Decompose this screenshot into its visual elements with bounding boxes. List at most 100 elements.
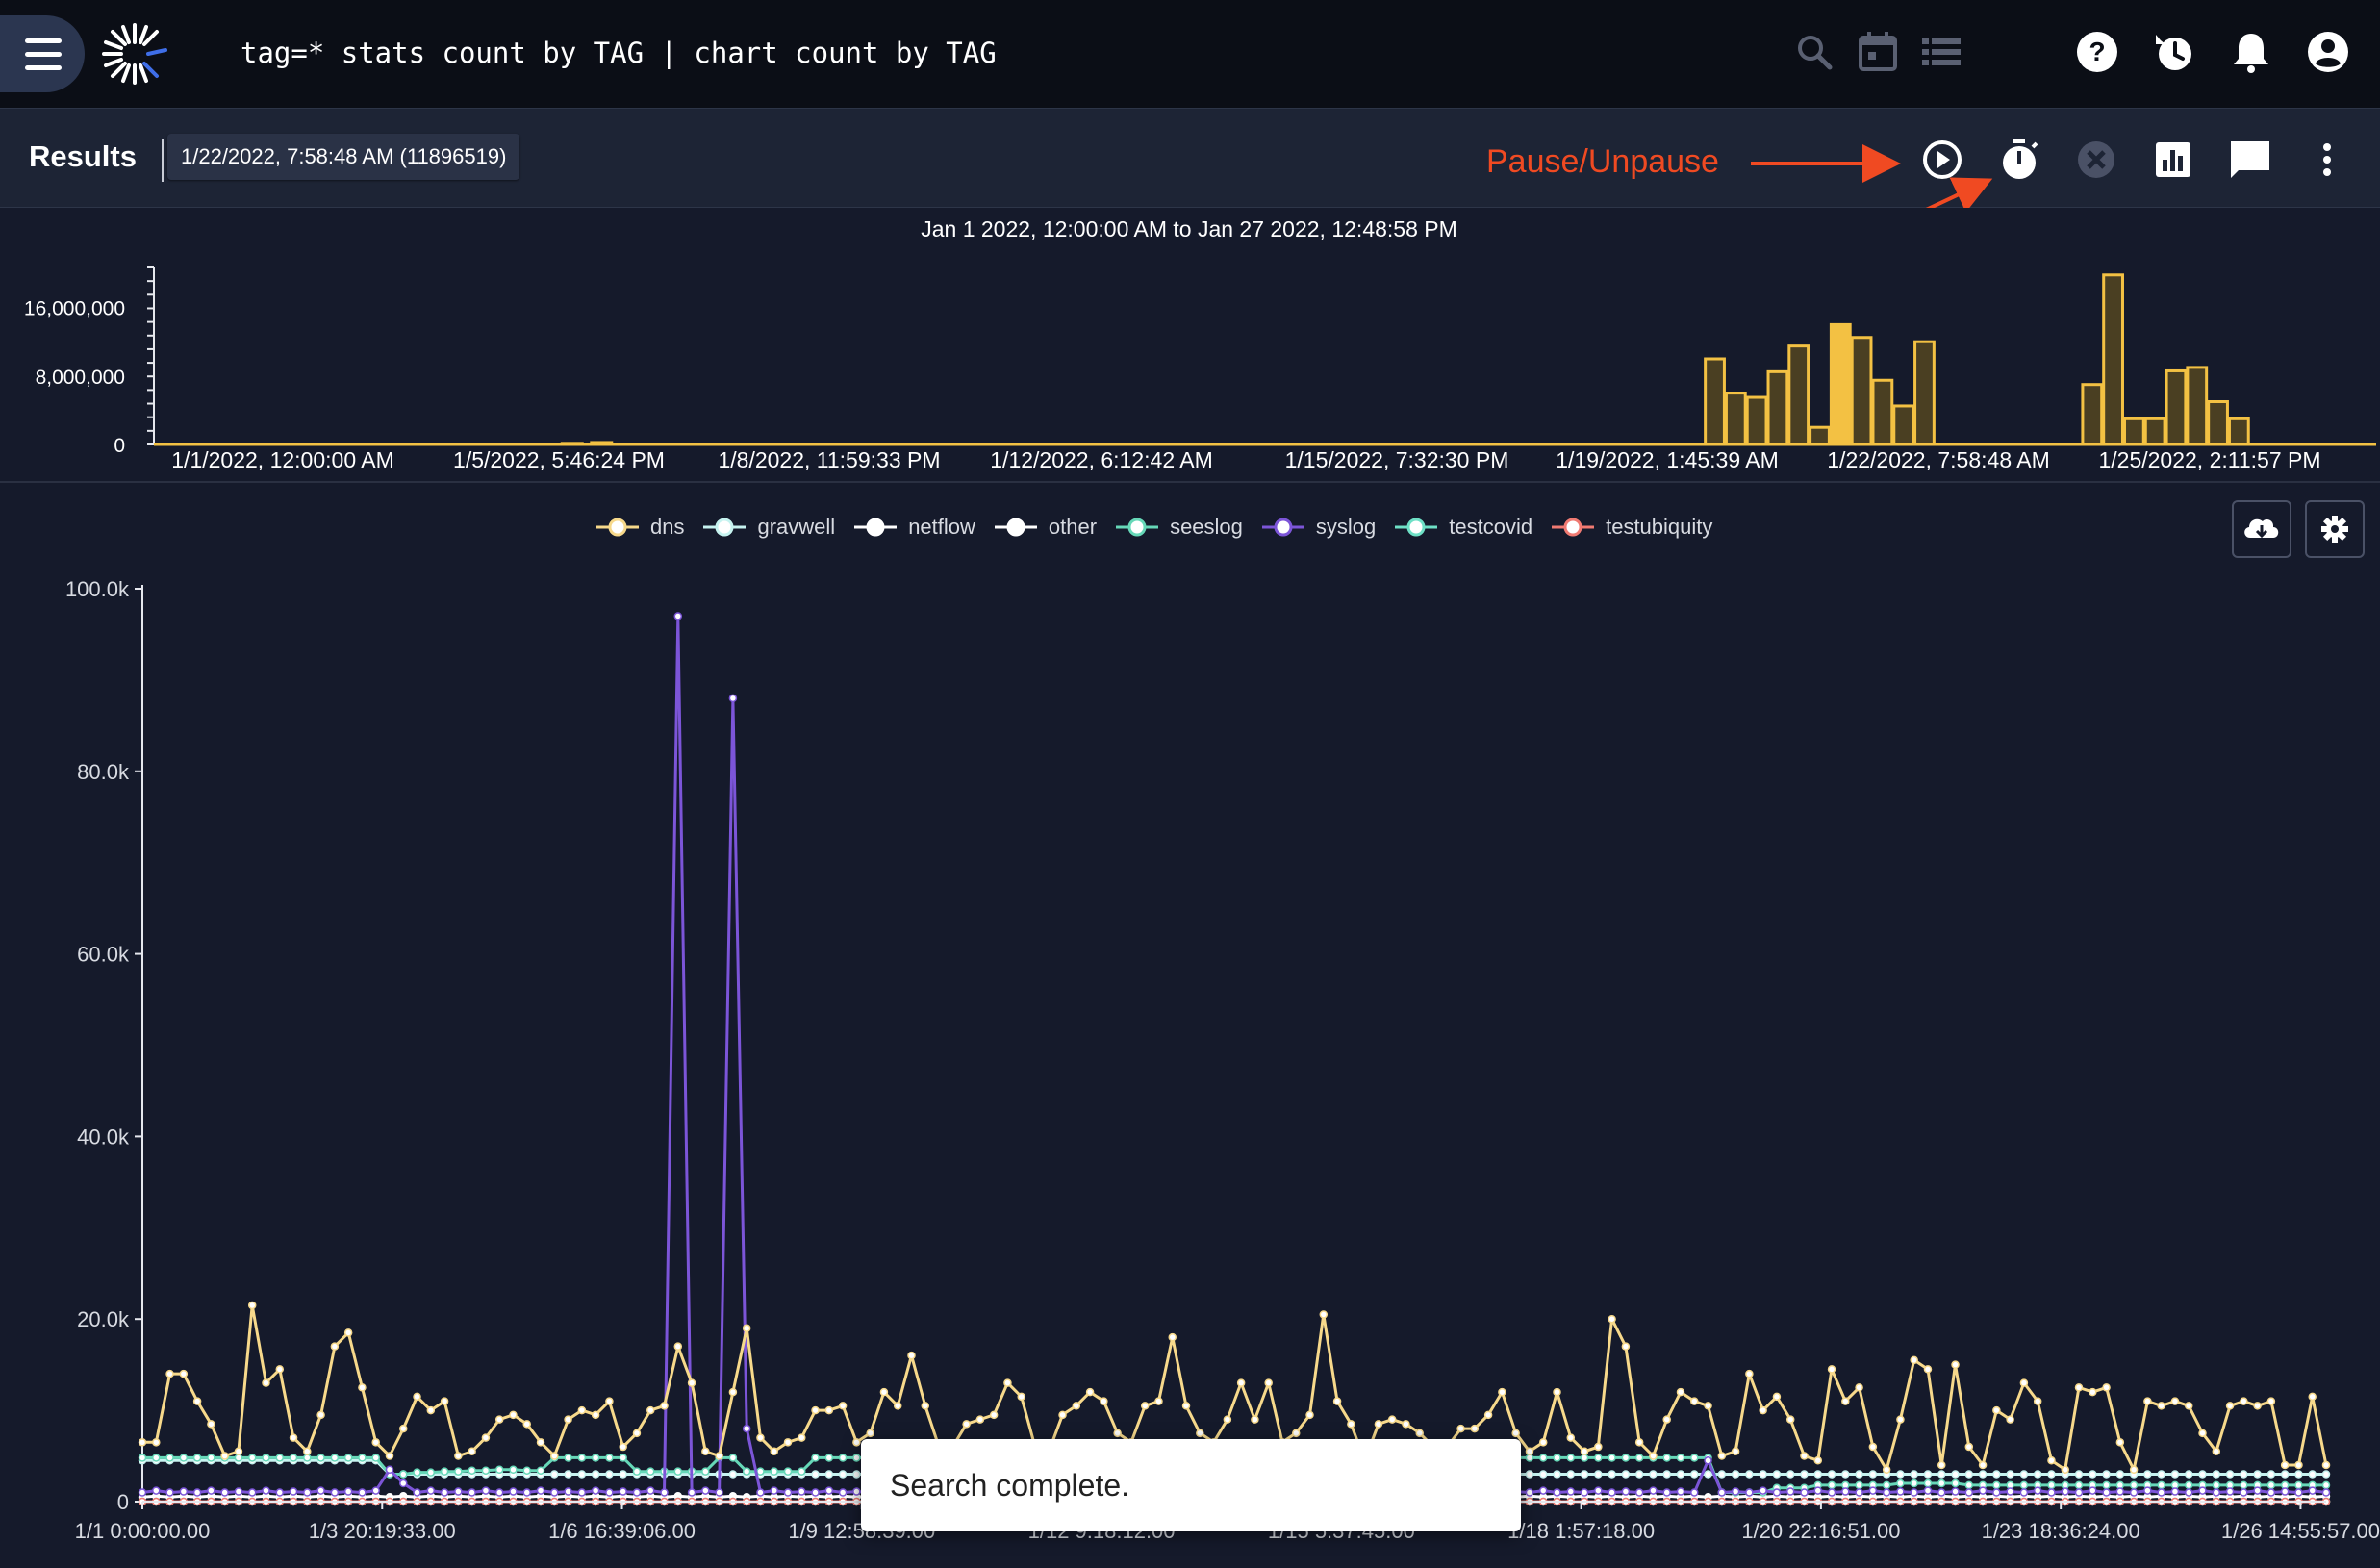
data-point-dns[interactable] xyxy=(1305,1410,1314,1420)
data-point-dns[interactable] xyxy=(1896,1415,1905,1424)
data-point-dns[interactable] xyxy=(2143,1397,2152,1405)
menu-button[interactable] xyxy=(0,15,85,92)
data-point-syslog[interactable] xyxy=(2061,1487,2069,1496)
data-point-gravwell[interactable] xyxy=(1566,1470,1576,1479)
data-point-syslog[interactable] xyxy=(632,1488,642,1497)
data-point-syslog[interactable] xyxy=(1964,1488,1974,1497)
data-point-dns[interactable] xyxy=(1223,1415,1232,1424)
data-point-syslog[interactable] xyxy=(852,1487,861,1496)
data-point-dns[interactable] xyxy=(838,1402,848,1410)
data-point-dns[interactable] xyxy=(1759,1405,1767,1415)
data-point-syslog[interactable] xyxy=(1676,1487,1685,1496)
data-point-dns[interactable] xyxy=(577,1405,587,1415)
data-point-dns[interactable] xyxy=(2115,1438,2125,1447)
more-icon[interactable] xyxy=(2303,136,2351,184)
data-point-dns[interactable] xyxy=(303,1447,312,1456)
bell-icon[interactable] xyxy=(2228,29,2274,75)
data-point-dns[interactable] xyxy=(358,1383,367,1392)
play-icon[interactable] xyxy=(1918,136,1966,184)
calendar-icon[interactable] xyxy=(1855,29,1901,75)
data-point-syslog[interactable] xyxy=(481,1486,491,1495)
data-point-dns[interactable] xyxy=(564,1415,572,1424)
data-point-dns[interactable] xyxy=(2129,1465,2139,1475)
data-point-dns[interactable] xyxy=(468,1447,476,1456)
data-point-syslog[interactable] xyxy=(2308,1486,2317,1495)
data-point-gravwell[interactable] xyxy=(577,1470,587,1479)
data-point-gravwell[interactable] xyxy=(2033,1470,2042,1479)
data-point-seeslog[interactable] xyxy=(192,1454,202,1462)
data-point-dns[interactable] xyxy=(454,1452,463,1460)
main-line-chart[interactable]: 100.0k 80.0k 60.0k 40.0k 20.0k 0 1/1 0:00:00.… xyxy=(0,558,2380,1568)
data-point-seeslog[interactable] xyxy=(1992,1480,2001,1490)
data-point-syslog[interactable] xyxy=(536,1486,545,1495)
data-point-syslog[interactable] xyxy=(605,1488,614,1497)
data-point-dns[interactable] xyxy=(1058,1410,1067,1420)
data-point-gravwell[interactable] xyxy=(1525,1470,1534,1479)
data-point-syslog[interactable] xyxy=(220,1488,229,1497)
data-point-gravwell[interactable] xyxy=(2047,1470,2056,1479)
data-point-syslog[interactable] xyxy=(1800,1488,1809,1497)
data-point-dns[interactable] xyxy=(1483,1410,1493,1420)
data-point-syslog[interactable] xyxy=(2157,1488,2165,1497)
data-point-dns[interactable] xyxy=(1100,1397,1108,1405)
data-point-dns[interactable] xyxy=(220,1452,229,1460)
data-point-syslog[interactable] xyxy=(1525,1488,1534,1497)
data-point-syslog[interactable] xyxy=(1772,1488,1782,1497)
data-point-syslog[interactable] xyxy=(715,1488,723,1497)
data-point-gravwell[interactable] xyxy=(2089,1470,2097,1479)
data-point-dns[interactable] xyxy=(879,1387,889,1397)
data-point-syslog[interactable] xyxy=(2225,1487,2235,1496)
data-point-syslog[interactable] xyxy=(577,1488,587,1497)
data-point-dns[interactable] xyxy=(1704,1402,1712,1410)
data-point-dns[interactable] xyxy=(1690,1397,1699,1405)
data-point-gravwell[interactable] xyxy=(1910,1470,1918,1479)
data-point-gravwell[interactable] xyxy=(2308,1470,2317,1479)
data-point-syslog[interactable] xyxy=(1868,1486,1878,1495)
data-point-seeslog[interactable] xyxy=(2212,1480,2221,1490)
data-point-gravwell[interactable] xyxy=(1800,1470,1809,1479)
data-point-syslog[interactable] xyxy=(413,1488,421,1497)
data-point-seeslog[interactable] xyxy=(2321,1480,2331,1490)
data-point-seeslog[interactable] xyxy=(2157,1480,2165,1490)
data-point-seeslog[interactable] xyxy=(646,1467,655,1476)
data-point-syslog[interactable] xyxy=(1634,1488,1644,1497)
data-point-seeslog[interactable] xyxy=(509,1465,518,1475)
data-point-dns[interactable] xyxy=(138,1438,147,1447)
data-point-dns[interactable] xyxy=(687,1378,696,1387)
data-point-syslog[interactable] xyxy=(2266,1488,2276,1497)
data-point-dns[interactable] xyxy=(728,1387,738,1397)
data-point-dns[interactable] xyxy=(179,1369,189,1378)
data-point-seeslog[interactable] xyxy=(179,1454,189,1462)
data-point-dns[interactable] xyxy=(371,1438,380,1447)
legend-item-syslog[interactable]: syslog xyxy=(1261,515,1376,540)
data-point-syslog[interactable] xyxy=(619,1487,627,1496)
data-point-syslog[interactable] xyxy=(1923,1486,1933,1495)
data-point-dns[interactable] xyxy=(1800,1452,1809,1460)
data-point-gravwell[interactable] xyxy=(1951,1470,1960,1479)
data-point-seeslog[interactable] xyxy=(2074,1480,2084,1490)
data-point-dns[interactable] xyxy=(1470,1424,1480,1433)
data-point-syslog[interactable] xyxy=(770,1486,778,1495)
data-point-syslog[interactable] xyxy=(1538,1486,1548,1495)
data-point-syslog[interactable] xyxy=(1717,1488,1727,1497)
data-point-syslog[interactable] xyxy=(316,1486,325,1495)
data-point-dns[interactable] xyxy=(2089,1387,2097,1397)
data-point-gravwell[interactable] xyxy=(824,1470,834,1479)
data-point-seeslog[interactable] xyxy=(468,1466,476,1475)
data-point-dns[interactable] xyxy=(893,1402,902,1410)
data-point-syslog[interactable] xyxy=(1704,1456,1712,1465)
data-point-dns[interactable] xyxy=(1415,1429,1424,1438)
legend-item-dns[interactable]: dns xyxy=(596,515,684,540)
data-point-syslog[interactable] xyxy=(591,1486,600,1495)
data-point-syslog[interactable] xyxy=(440,1488,449,1497)
data-point-gravwell[interactable] xyxy=(2019,1470,2029,1479)
account-icon[interactable] xyxy=(2305,29,2351,75)
data-point-gravwell[interactable] xyxy=(619,1470,627,1479)
data-point-seeslog[interactable] xyxy=(2266,1480,2276,1490)
data-point-syslog[interactable] xyxy=(1951,1487,1960,1496)
data-point-syslog[interactable] xyxy=(2198,1486,2207,1495)
data-point-syslog[interactable] xyxy=(2089,1486,2097,1495)
data-point-gravwell[interactable] xyxy=(1759,1470,1767,1479)
data-point-gravwell[interactable] xyxy=(1662,1470,1671,1479)
data-point-seeslog[interactable] xyxy=(2129,1480,2139,1490)
